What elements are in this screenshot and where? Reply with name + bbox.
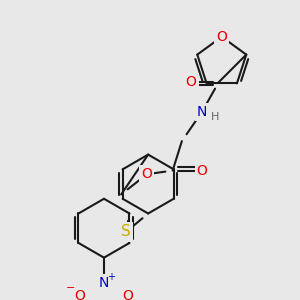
Text: H: H bbox=[211, 112, 219, 122]
Text: O: O bbox=[75, 289, 86, 300]
Text: S: S bbox=[121, 224, 131, 239]
Text: O: O bbox=[142, 167, 152, 181]
Text: O: O bbox=[197, 164, 208, 178]
Text: N: N bbox=[197, 105, 207, 119]
Text: N: N bbox=[99, 276, 109, 290]
Text: O: O bbox=[216, 30, 227, 44]
Text: −: − bbox=[66, 283, 76, 293]
Text: +: + bbox=[107, 272, 116, 282]
Text: O: O bbox=[122, 289, 134, 300]
Text: O: O bbox=[186, 75, 196, 89]
